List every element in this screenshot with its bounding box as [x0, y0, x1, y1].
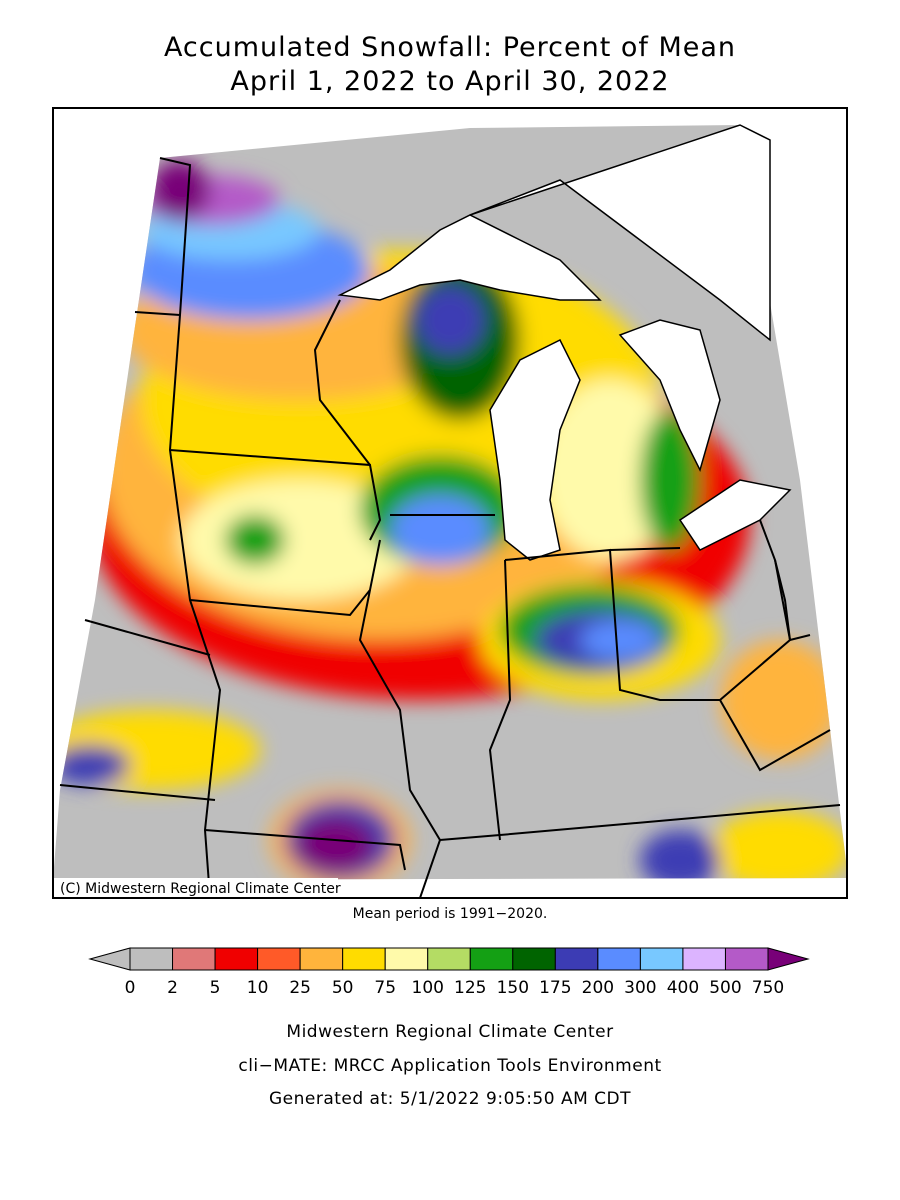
legend-swatch [724, 947, 769, 971]
legend-swatch [384, 947, 429, 971]
footer-line: cli−MATE: MRCC Application Tools Environ… [238, 1056, 661, 1076]
legend-tick-label: 500 [709, 978, 741, 998]
credit: (C) Midwestern Regional Climate Center [60, 881, 341, 897]
legend-swatch [214, 947, 259, 971]
footer-line: Generated at: 5/1/2022 9:05:50 AM CDT [269, 1089, 631, 1109]
legend-tick-label: 300 [624, 978, 656, 998]
legend-tick-label: 750 [752, 978, 784, 998]
legend-under-arrow [88, 947, 131, 971]
legend-swatch [257, 947, 301, 971]
legend-swatch [597, 947, 641, 971]
lakes [337, 124, 792, 561]
legend-swatch [299, 947, 344, 971]
legend-swatch [129, 947, 174, 971]
footer-line: Midwestern Regional Climate Center [286, 1022, 613, 1042]
legend-over-arrow [767, 947, 810, 971]
title-line: Accumulated Snowfall: Percent of Mean [164, 32, 736, 63]
legend-tick-label: 125 [454, 978, 486, 998]
legend-tick-label: 200 [582, 978, 614, 998]
state-borders [59, 157, 841, 898]
legend-tick-label: 0 [125, 978, 136, 998]
legend-tick-label: 50 [332, 978, 354, 998]
legend-tick-label: 100 [412, 978, 444, 998]
map-frame [52, 107, 848, 899]
legend-tick-label: 25 [289, 978, 311, 998]
legend-swatch [469, 947, 514, 971]
legend-tick-label: 2 [167, 978, 178, 998]
legend-swatch [427, 947, 471, 971]
map: (C) Midwestern Regional Climate Center [53, 124, 847, 898]
credit-box [53, 878, 338, 898]
legend-tick-label: 10 [247, 978, 269, 998]
legend-tick-label: 75 [374, 978, 396, 998]
legend-tick-label: 5 [210, 978, 221, 998]
legend-swatch [554, 947, 599, 971]
legend: 0 2 5 10 25 50 75 100 125 150 175 200 300 400 500 750 [88, 947, 810, 998]
legend-swatch [172, 947, 216, 971]
legend-swatch [342, 947, 386, 971]
legend-tick-label: 150 [497, 978, 529, 998]
legend-tick-label: 400 [667, 978, 699, 998]
legend-tick-label: 175 [539, 978, 571, 998]
legend-swatch [682, 947, 726, 971]
mean-note: Mean period is 1991−2020. [353, 906, 548, 922]
legend-swatch [512, 947, 556, 971]
title-line: April 1, 2022 to April 30, 2022 [230, 66, 669, 97]
legend-swatch [639, 947, 684, 971]
